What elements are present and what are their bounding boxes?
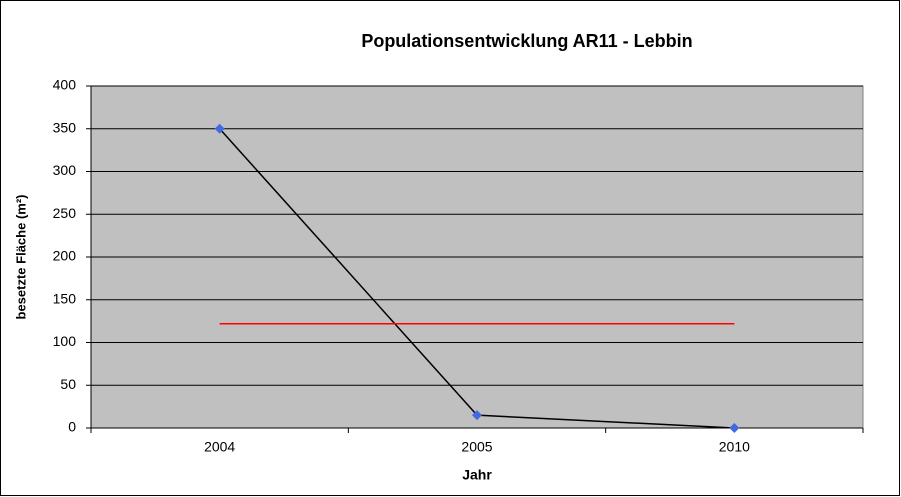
x-tick-label: 2010 bbox=[719, 439, 750, 455]
marker bbox=[472, 410, 482, 421]
y-tick-label: 300 bbox=[53, 162, 77, 178]
y-tick-label: 250 bbox=[53, 205, 77, 221]
chart-title: Populationsentwicklung AR11 - Lebbin bbox=[361, 31, 692, 51]
marker bbox=[214, 123, 225, 134]
x-tick-label: 2005 bbox=[461, 439, 492, 455]
marker bbox=[729, 423, 740, 433]
x-axis-label: Jahr bbox=[462, 467, 492, 483]
y-tick-label: 0 bbox=[68, 419, 76, 435]
y-tick-label: 100 bbox=[53, 333, 77, 349]
y-tick-label: 400 bbox=[53, 77, 77, 93]
y-tick-label: 150 bbox=[53, 290, 77, 306]
y-tick-label: 50 bbox=[60, 376, 76, 392]
y-tick-label: 350 bbox=[53, 119, 77, 135]
x-tick-label: 2004 bbox=[204, 439, 235, 455]
y-tick-label: 200 bbox=[53, 248, 77, 264]
y-axis-label: besetzte Fläche (m²) bbox=[13, 195, 28, 320]
